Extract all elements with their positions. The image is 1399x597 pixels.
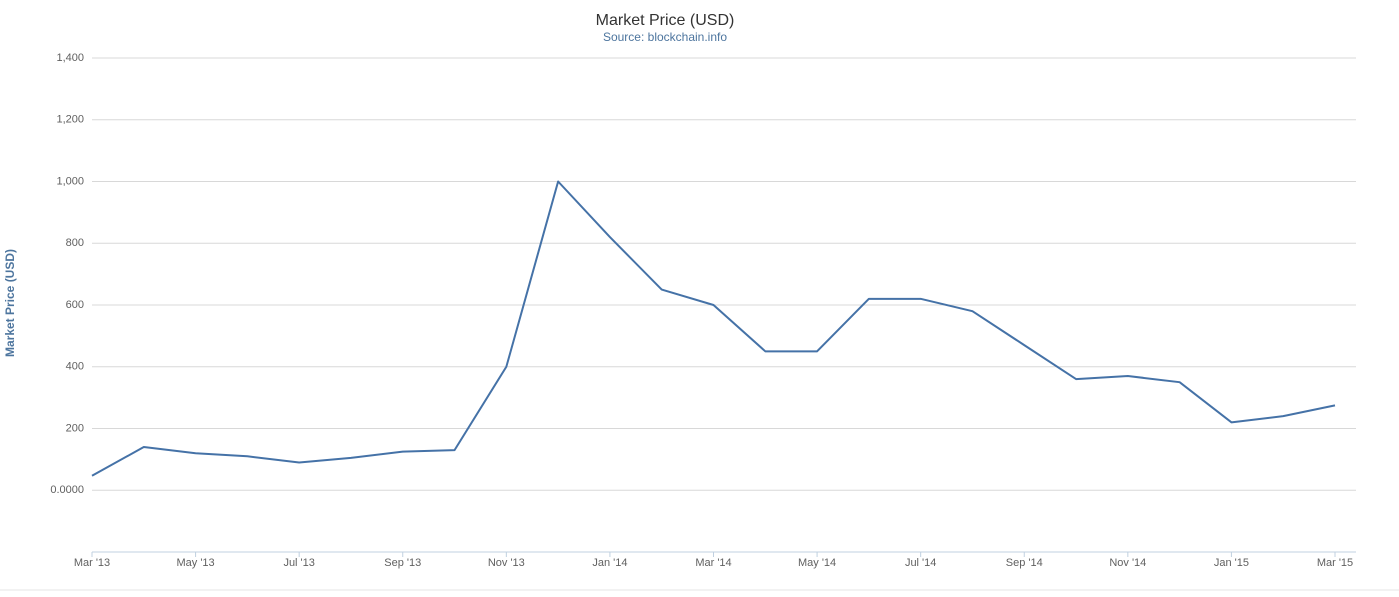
chart-title: Market Price (USD) (596, 12, 735, 29)
x-tick-label: Mar '15 (1317, 557, 1353, 569)
x-tick-label: Sep '13 (384, 557, 421, 569)
price-line (91, 180, 1336, 477)
x-tick-label: Jan '15 (1214, 557, 1249, 569)
y-tick-label: 800 (66, 237, 84, 249)
x-tick-label: May '14 (798, 557, 836, 569)
y-tick-label: 1,400 (56, 52, 84, 64)
y-tick-label: 200 (66, 422, 84, 434)
x-tick-label: Jul '13 (283, 557, 314, 569)
y-tick-label: 400 (66, 361, 84, 373)
x-tick-label: Nov '14 (1109, 557, 1146, 569)
x-tick-label: Sep '14 (1006, 557, 1043, 569)
x-tick-label: May '13 (176, 557, 214, 569)
y-tick-label: 1,000 (56, 175, 84, 187)
x-tick-label: Jul '14 (905, 557, 936, 569)
y-tick-label: 600 (66, 299, 84, 311)
x-tick-label: Nov '13 (488, 557, 525, 569)
y-tick-label: 1,200 (56, 114, 84, 126)
x-tick-label: Mar '14 (695, 557, 731, 569)
y-axis-label: Market Price (USD) (3, 249, 17, 357)
y-tick-label: 0.0000 (50, 484, 84, 496)
x-tick-label: Jan '14 (592, 557, 627, 569)
x-tick-label: Mar '13 (74, 557, 110, 569)
chart-subtitle: Source: blockchain.info (603, 30, 727, 44)
